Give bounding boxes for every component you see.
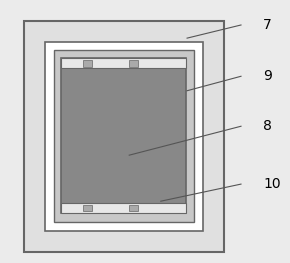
Text: 8: 8: [263, 119, 272, 133]
Text: 7: 7: [263, 18, 272, 32]
Text: 9: 9: [263, 69, 272, 83]
Bar: [61, 58, 186, 213]
Bar: [61, 203, 186, 213]
Bar: [83, 60, 93, 67]
Bar: [83, 205, 93, 211]
Bar: [45, 42, 203, 231]
Bar: [61, 58, 186, 68]
Bar: [54, 50, 194, 222]
Text: 10: 10: [263, 177, 281, 191]
Bar: [129, 205, 138, 211]
Bar: [129, 60, 138, 67]
Bar: [24, 21, 224, 252]
